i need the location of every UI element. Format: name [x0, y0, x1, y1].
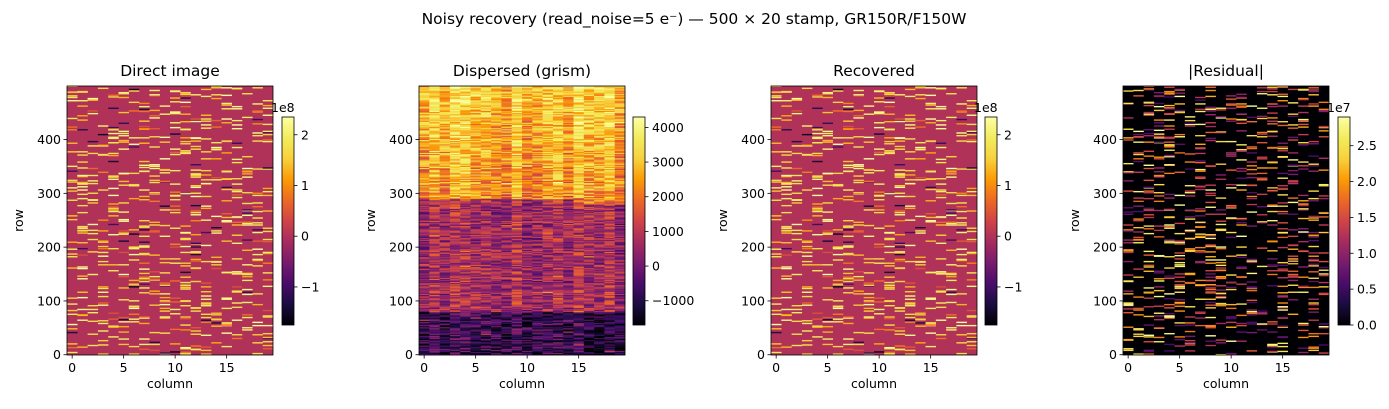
colorbar-gradient [632, 116, 646, 326]
x-axis-label: column [499, 376, 545, 391]
colorbar-offset-text: 1e8 [974, 100, 998, 115]
y-tick-label: 400 [37, 132, 61, 147]
x-tick-label: 15 [1275, 360, 1291, 375]
y-tick-label: 400 [1093, 132, 1117, 147]
x-axis-label: column [851, 376, 897, 391]
colorbar-offset-text: 1e7 [1327, 100, 1351, 115]
y-axis-label: row [11, 209, 26, 232]
y-tick-label: 300 [389, 186, 413, 201]
heatmap-image [1123, 85, 1330, 356]
y-tick-label: 200 [1093, 240, 1117, 255]
y-tick-label: 300 [1093, 186, 1117, 201]
panel-title: Dispersed (grism) [453, 62, 591, 80]
x-tick-label: 15 [923, 360, 939, 375]
colorbar-tick-label: 0.0 [1357, 318, 1377, 333]
axes-frame [770, 85, 978, 356]
y-tick-label: 0 [1109, 347, 1117, 362]
panel-title: |Residual| [1188, 62, 1264, 80]
x-tick-label: 5 [120, 360, 128, 375]
colorbar-tick-label: 0 [301, 229, 309, 244]
colorbar-tick-label: 0.5 [1357, 282, 1377, 297]
y-tick-label: 300 [37, 186, 61, 201]
x-tick-label: 0 [420, 360, 428, 375]
panel-title: Recovered [833, 62, 915, 80]
y-tick-label: 100 [1093, 293, 1117, 308]
colorbar-tick-label: 2.0 [1357, 174, 1377, 189]
y-tick-label: 100 [389, 293, 413, 308]
colorbar-offset-text: 1e8 [271, 100, 295, 115]
y-tick-label: 200 [389, 240, 413, 255]
colorbar: −1 0 1 2 1e8 [974, 100, 1022, 326]
y-tick-label: 100 [741, 293, 765, 308]
heatmap-image [419, 86, 626, 356]
colorbar-tick-label: 0 [1004, 229, 1012, 244]
x-tick-label: 15 [571, 360, 587, 375]
axes-frame [418, 85, 626, 356]
colorbar-gradient [281, 116, 295, 326]
axes-frame [66, 85, 274, 356]
colorbar-tick-label: −1 [1004, 279, 1022, 294]
x-tick-label: 0 [1124, 360, 1132, 375]
x-tick-label: 10 [1223, 360, 1239, 375]
x-tick-label: 5 [824, 360, 832, 375]
colorbar-tick-label: −1000 [652, 293, 694, 308]
colorbar-tick-label: 1000 [652, 224, 684, 239]
y-tick-label: 0 [53, 347, 61, 362]
panel-title: Direct image [120, 62, 220, 80]
x-axis-label: column [147, 376, 193, 391]
x-tick-label: 5 [472, 360, 480, 375]
colorbar-tick-label: 1 [1004, 178, 1012, 193]
colorbar: 0.0 0.5 1.0 1.5 2.0 2.5 1e7 [1327, 100, 1377, 333]
panel-4: 0 5 10 15 0 100 200 300 400 column row |Residual| 0.… [1067, 62, 1377, 391]
panel-2: 0 5 10 15 0 100 200 300 400 column row Dispersed (g… [363, 62, 694, 391]
heatmap-image [67, 85, 274, 355]
y-axis-label: row [363, 209, 378, 232]
colorbar-tick-label: 3000 [652, 155, 684, 170]
panel-3: 0 5 10 15 0 100 200 300 400 column row Recovered −1 0… [715, 62, 1022, 391]
figure-suptitle: Noisy recovery (read_noise=5 e⁻) — 500 ×… [422, 10, 967, 29]
colorbar: −1 0 1 2 1e8 [271, 100, 319, 326]
y-tick-label: 200 [741, 240, 765, 255]
colorbar-tick-label: 2 [301, 127, 309, 142]
x-tick-label: 10 [519, 360, 535, 375]
y-tick-label: 100 [37, 293, 61, 308]
colorbar-tick-label: 2.5 [1357, 138, 1377, 153]
x-tick-label: 5 [1176, 360, 1184, 375]
colorbar-tick-label: 2000 [652, 189, 684, 204]
x-tick-label: 10 [871, 360, 887, 375]
x-tick-label: 0 [772, 360, 780, 375]
colorbar-tick-label: 4000 [652, 120, 684, 135]
y-tick-label: 300 [741, 186, 765, 201]
y-tick-label: 200 [37, 240, 61, 255]
colorbar-tick-label: 1.5 [1357, 210, 1377, 225]
x-tick-label: 0 [68, 360, 76, 375]
heatmap-image [771, 85, 978, 355]
colorbar-tick-label: 1.0 [1357, 246, 1377, 261]
colorbar-tick-label: 0 [652, 259, 660, 274]
y-axis-label: row [1067, 209, 1082, 232]
colorbar-gradient [984, 116, 998, 326]
colorbar-tick-label: 1 [301, 178, 309, 193]
colorbar-tick-label: −1 [301, 279, 319, 294]
axes-frame [1122, 85, 1330, 356]
y-tick-label: 0 [757, 347, 765, 362]
colorbar-gradient [1337, 116, 1351, 326]
x-tick-label: 15 [219, 360, 235, 375]
y-tick-label: 0 [405, 347, 413, 362]
y-tick-label: 400 [389, 132, 413, 147]
y-axis-label: row [715, 209, 730, 232]
colorbar-tick-label: 2 [1004, 127, 1012, 142]
x-axis-label: column [1203, 376, 1249, 391]
colorbar: −1000 0 1000 2000 3000 4000 [632, 116, 694, 326]
x-tick-label: 10 [167, 360, 183, 375]
y-tick-label: 400 [741, 132, 765, 147]
